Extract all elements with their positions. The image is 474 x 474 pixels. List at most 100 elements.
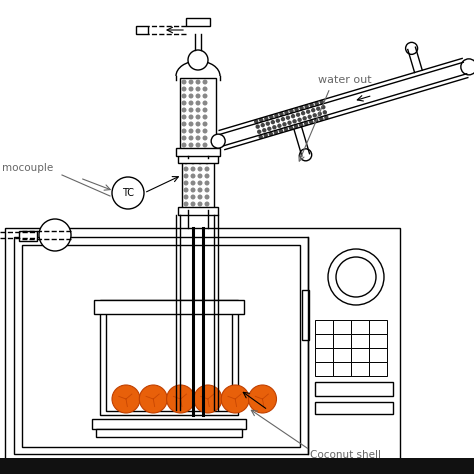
Circle shape [276,118,280,123]
Circle shape [314,118,319,123]
Circle shape [297,118,302,122]
Bar [5,228,400,462]
Text: Coconut shell: Coconut shell [310,450,381,460]
Circle shape [328,249,384,305]
Circle shape [189,100,193,106]
Circle shape [189,128,193,134]
Circle shape [312,113,317,118]
Bar [178,155,218,163]
Circle shape [306,109,310,114]
Circle shape [273,130,278,135]
Circle shape [287,120,292,125]
Circle shape [204,159,210,164]
Bar [14,237,308,454]
Circle shape [264,116,268,121]
Circle shape [300,106,304,110]
Bar [96,429,242,437]
Bar [333,320,351,334]
Circle shape [195,86,201,91]
Circle shape [195,93,201,99]
Circle shape [183,201,189,207]
Circle shape [204,188,210,192]
Circle shape [189,93,193,99]
Circle shape [189,86,193,91]
Bar [315,382,393,396]
Circle shape [191,188,195,192]
Bar [333,362,351,376]
Circle shape [461,59,474,75]
Circle shape [261,123,265,128]
Bar [351,348,369,362]
Circle shape [304,104,309,109]
Circle shape [291,114,295,118]
Circle shape [195,100,201,106]
Circle shape [191,166,195,172]
Circle shape [191,194,195,200]
Bar [369,362,387,376]
Circle shape [281,117,285,121]
Circle shape [302,116,307,120]
Text: water out: water out [318,75,372,85]
Circle shape [204,166,210,172]
Circle shape [198,173,202,179]
Circle shape [282,122,287,127]
Circle shape [183,173,189,179]
Bar [94,300,244,314]
Bar [333,334,351,348]
Bar [315,362,333,376]
Circle shape [308,115,312,119]
Circle shape [189,115,193,119]
Circle shape [183,166,189,172]
Circle shape [112,385,140,413]
Circle shape [182,136,186,140]
Circle shape [257,129,261,134]
Circle shape [289,126,293,130]
Bar [315,348,333,362]
Circle shape [202,143,208,147]
Circle shape [316,107,320,111]
Circle shape [258,135,263,139]
Circle shape [189,108,193,112]
Circle shape [269,115,273,119]
Circle shape [182,86,186,91]
Circle shape [198,201,202,207]
Circle shape [189,80,193,84]
Circle shape [321,105,326,109]
Circle shape [191,201,195,207]
Circle shape [310,103,314,107]
Circle shape [182,121,186,127]
Circle shape [202,121,208,127]
Bar [351,362,369,376]
Circle shape [265,121,270,126]
Circle shape [221,385,249,413]
Circle shape [271,120,275,124]
Circle shape [279,128,283,133]
Circle shape [194,385,222,413]
Circle shape [294,108,299,112]
Bar [302,290,309,340]
Circle shape [202,80,208,84]
Circle shape [195,143,201,147]
Circle shape [182,80,186,84]
Circle shape [183,188,189,192]
Bar [100,300,238,415]
Circle shape [191,181,195,185]
Bar [315,320,333,334]
Circle shape [195,136,201,140]
Circle shape [182,93,186,99]
Bar [176,148,220,156]
Circle shape [191,173,195,179]
Circle shape [189,143,193,147]
Circle shape [189,121,193,127]
Circle shape [336,257,376,297]
Bar [178,207,218,215]
Circle shape [183,181,189,185]
Circle shape [300,149,312,161]
Circle shape [311,108,315,112]
Circle shape [318,111,322,116]
Circle shape [269,132,273,136]
Bar [333,348,351,362]
Circle shape [279,112,283,116]
Circle shape [255,125,260,129]
Circle shape [289,109,294,113]
